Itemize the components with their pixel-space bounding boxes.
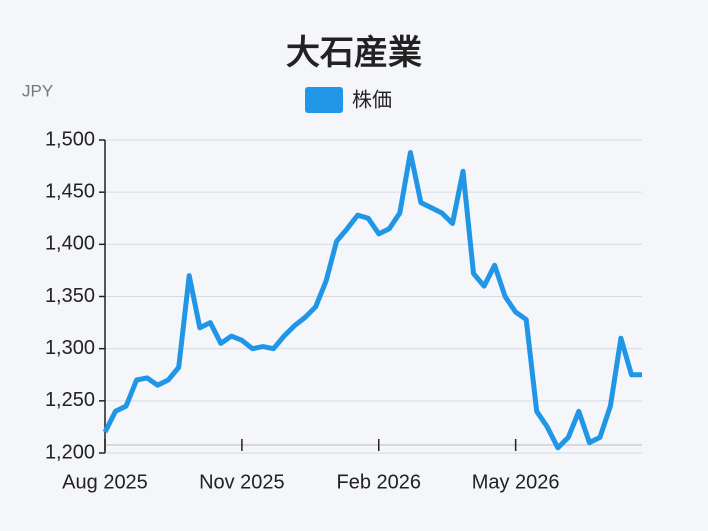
legend-swatch [305,87,343,113]
y-tick-label: 1,350 [45,285,95,307]
y-tick-label: 1,500 [45,128,95,150]
chart-title: 大石産業 [286,34,422,72]
y-tick-label: 1,450 [45,180,95,202]
y-tick-label: 1,250 [45,389,95,411]
y-axis-label: JPY [22,81,53,100]
x-tick-label: Aug 2025 [62,471,148,493]
legend-label: 株価 [352,88,392,111]
x-tick-label: Feb 2026 [337,471,422,493]
x-tick-label: May 2026 [472,471,560,493]
x-tick-label: Nov 2025 [199,471,285,493]
price-line [102,150,642,451]
y-tick-label: 1,400 [45,233,95,255]
y-tick-label: 1,300 [45,337,95,359]
y-tick-label: 1,200 [45,441,95,463]
